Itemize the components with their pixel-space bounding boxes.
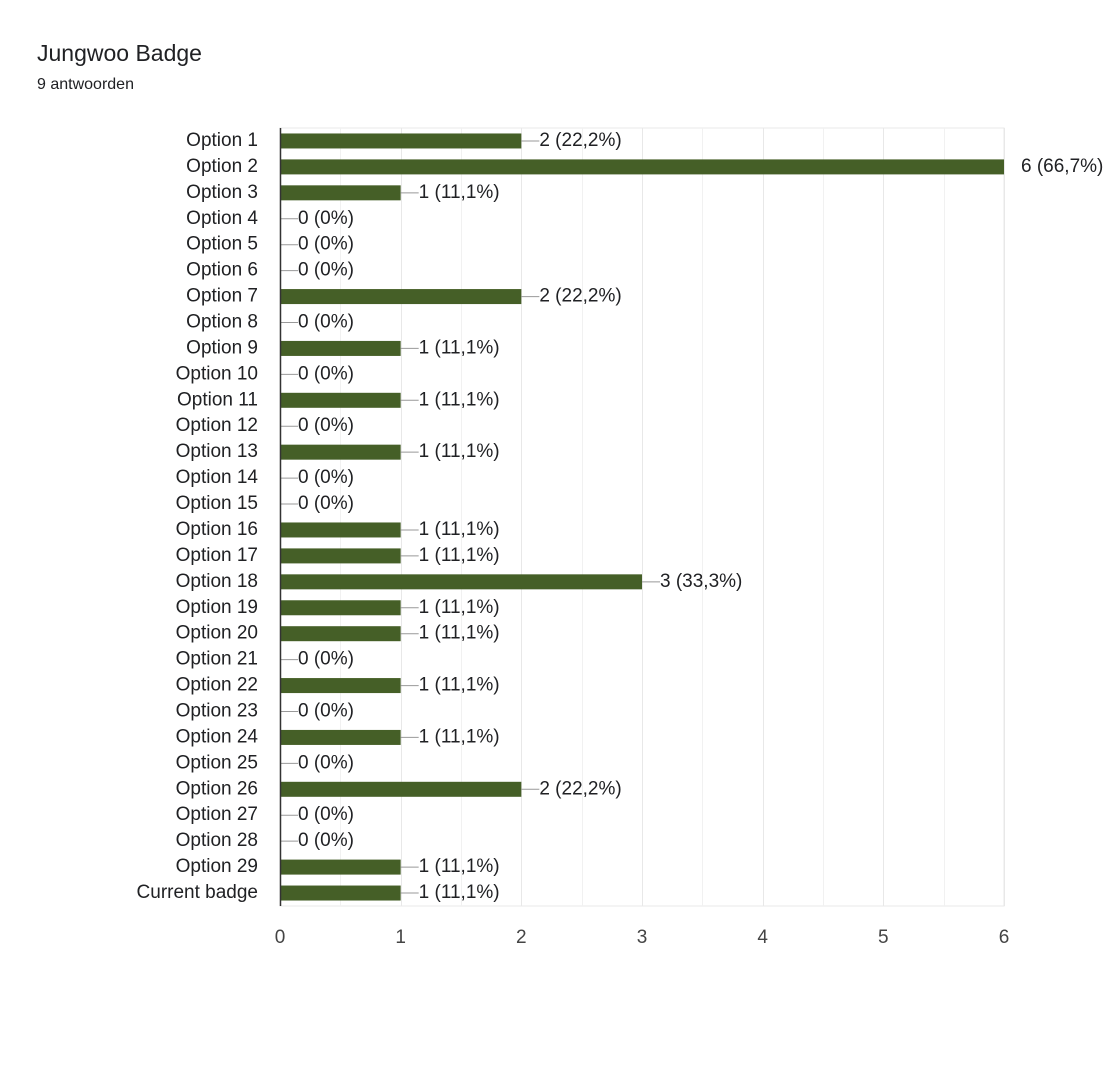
data-label: 1 (11,1%) xyxy=(419,545,500,566)
bar xyxy=(280,159,1004,175)
category-label: Option 9 xyxy=(186,337,258,358)
category-label: Option 14 xyxy=(176,467,259,488)
category-label: Option 22 xyxy=(176,675,258,696)
category-label: Option 28 xyxy=(176,830,258,851)
bar xyxy=(280,522,401,538)
x-tick-label: 6 xyxy=(999,927,1010,948)
data-label: 0 (0%) xyxy=(298,649,354,670)
data-label: 6 (66,7%) xyxy=(1021,156,1103,177)
data-label: 1 (11,1%) xyxy=(419,182,500,203)
category-label: Option 25 xyxy=(176,752,258,773)
bar xyxy=(280,678,401,694)
data-label: 1 (11,1%) xyxy=(419,337,500,358)
category-label: Option 21 xyxy=(176,649,258,670)
category-label: Option 10 xyxy=(176,363,258,384)
category-label: Option 1 xyxy=(186,130,258,151)
category-label: Option 4 xyxy=(186,208,258,229)
bar xyxy=(280,340,401,356)
category-label: Option 5 xyxy=(186,234,258,255)
data-label: 0 (0%) xyxy=(298,493,354,514)
category-label: Option 18 xyxy=(176,571,258,592)
bar xyxy=(280,729,401,745)
bar xyxy=(280,781,522,797)
bar xyxy=(280,859,401,875)
data-label: 1 (11,1%) xyxy=(419,675,500,696)
category-label: Option 12 xyxy=(176,415,258,436)
data-label: 1 (11,1%) xyxy=(419,597,500,618)
bar xyxy=(280,133,522,149)
x-tick-label: 5 xyxy=(878,927,889,948)
bar xyxy=(280,444,401,460)
bar xyxy=(280,548,401,564)
bar xyxy=(280,885,401,901)
bar xyxy=(280,392,401,408)
category-label: Option 27 xyxy=(176,804,258,825)
data-label: 0 (0%) xyxy=(298,312,354,333)
data-label: 0 (0%) xyxy=(298,804,354,825)
bar xyxy=(280,185,401,201)
category-label: Option 2 xyxy=(186,156,258,177)
x-tick-label: 4 xyxy=(757,927,768,948)
x-tick-label: 2 xyxy=(516,927,527,948)
category-label: Option 23 xyxy=(176,701,258,722)
data-label: 0 (0%) xyxy=(298,415,354,436)
data-label: 1 (11,1%) xyxy=(419,389,500,410)
response-count: 9 antwoorden xyxy=(37,76,134,93)
x-tick-label: 0 xyxy=(275,927,286,948)
data-label: 2 (22,2%) xyxy=(539,130,621,151)
chart-title: Jungwoo Badge xyxy=(37,40,202,66)
data-label: 1 (11,1%) xyxy=(419,519,500,540)
category-label: Option 19 xyxy=(176,597,258,618)
data-label: 0 (0%) xyxy=(298,467,354,488)
data-label: 0 (0%) xyxy=(298,830,354,851)
data-label: 1 (11,1%) xyxy=(419,856,500,877)
data-label: 1 (11,1%) xyxy=(419,623,500,644)
data-label: 1 (11,1%) xyxy=(419,726,500,747)
category-label: Option 13 xyxy=(176,441,258,462)
category-label: Option 8 xyxy=(186,312,258,333)
data-label: 1 (11,1%) xyxy=(419,441,500,462)
category-label: Option 24 xyxy=(176,726,259,747)
category-label: Option 15 xyxy=(176,493,258,514)
category-label: Option 29 xyxy=(176,856,258,877)
data-label: 2 (22,2%) xyxy=(539,286,621,307)
category-label: Option 7 xyxy=(186,286,258,307)
data-label: 0 (0%) xyxy=(298,752,354,773)
bar xyxy=(280,600,401,616)
category-label: Option 3 xyxy=(186,182,258,203)
category-label: Option 11 xyxy=(177,389,258,410)
x-tick-label: 3 xyxy=(637,927,648,948)
bar xyxy=(280,626,401,642)
data-label: 0 (0%) xyxy=(298,260,354,281)
bar xyxy=(280,289,522,305)
bar xyxy=(280,574,642,590)
data-label: 0 (0%) xyxy=(298,208,354,229)
data-label: 2 (22,2%) xyxy=(539,778,621,799)
category-label: Option 16 xyxy=(176,519,258,540)
data-label: 1 (11,1%) xyxy=(419,882,500,903)
category-label: Current badge xyxy=(137,882,258,903)
category-label: Option 17 xyxy=(176,545,258,566)
data-label: 0 (0%) xyxy=(298,234,354,255)
category-label: Option 20 xyxy=(176,623,258,644)
x-tick-label: 1 xyxy=(395,927,406,948)
category-label: Option 6 xyxy=(186,260,258,281)
category-label: Option 26 xyxy=(176,778,258,799)
data-label: 0 (0%) xyxy=(298,701,354,722)
data-label: 3 (33,3%) xyxy=(660,571,742,592)
data-label: 0 (0%) xyxy=(298,363,354,384)
